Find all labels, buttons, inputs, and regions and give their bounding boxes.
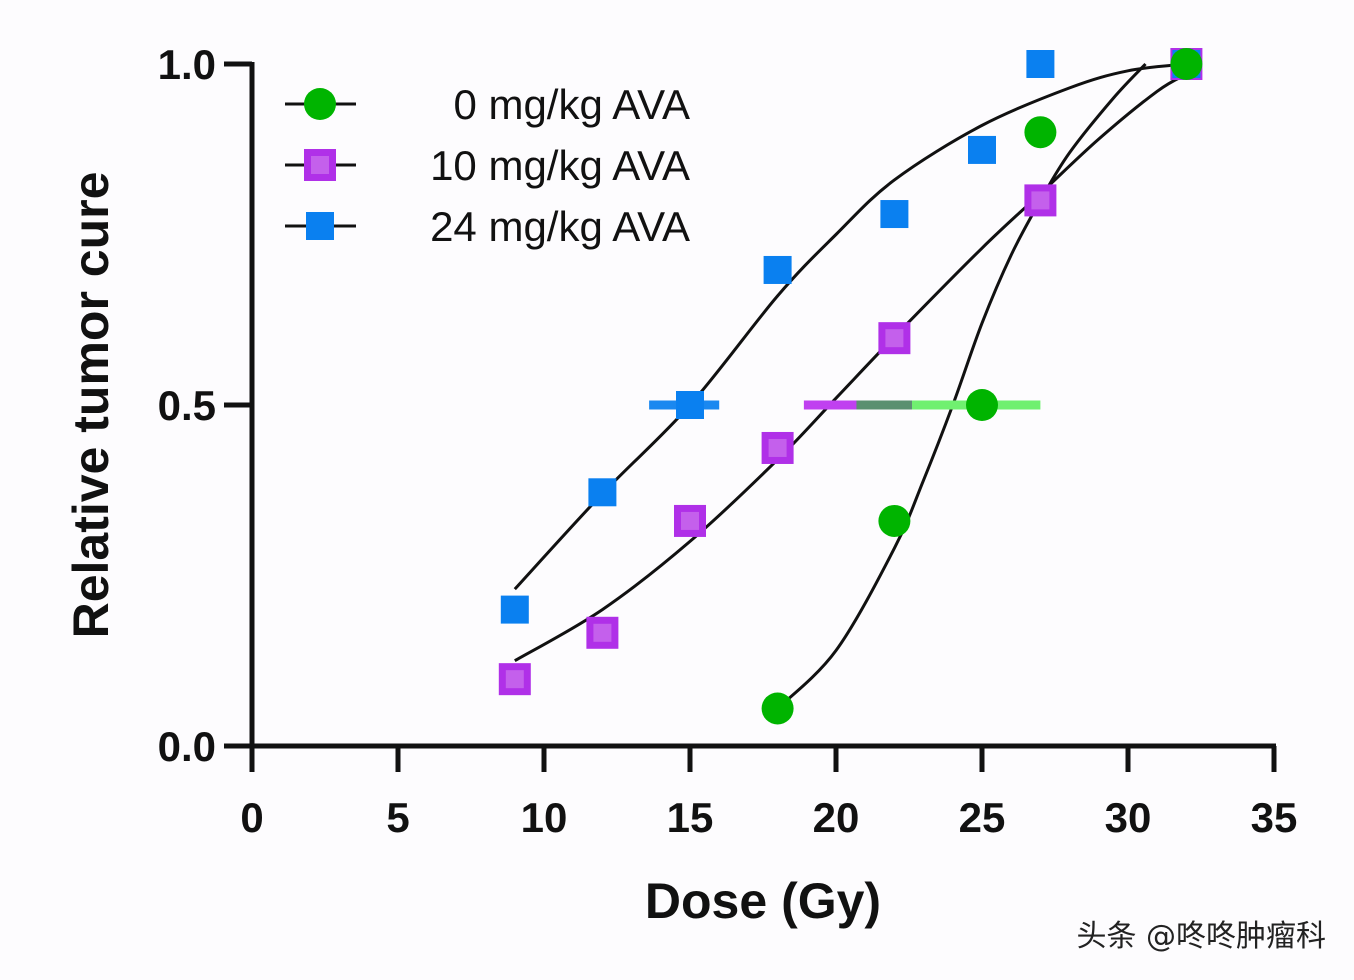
legend-label: 10 mg/kg AVA xyxy=(430,142,690,189)
x-tick-label: 30 xyxy=(1105,794,1152,841)
data-point xyxy=(966,389,998,421)
legend-label: 0 mg/kg AVA xyxy=(453,81,690,128)
data-point-inner xyxy=(593,623,612,642)
data-point xyxy=(1170,48,1203,80)
data-point xyxy=(500,595,529,624)
x-tick-label: 25 xyxy=(959,794,1006,841)
data-point xyxy=(763,255,792,284)
data-point-inner xyxy=(505,670,524,689)
data-point xyxy=(880,200,909,229)
data-point-inner xyxy=(885,329,904,348)
data-point xyxy=(968,135,996,164)
axes: 0 5 10 15 20 25 30 35 0.0 0.5 1.0 xyxy=(158,41,1298,841)
data-point xyxy=(676,391,704,419)
x-tick-label: 15 xyxy=(667,794,714,841)
data-point xyxy=(1024,116,1057,149)
x-tick-label: 20 xyxy=(813,794,860,841)
legend: 0 mg/kg AVA 10 mg/kg AVA 24 mg/kg AVA xyxy=(285,81,690,250)
x-tick-label: 5 xyxy=(386,794,409,841)
data-point xyxy=(1026,50,1055,78)
y-tick-label: 0.0 xyxy=(158,723,216,770)
data-point xyxy=(304,88,336,120)
data-point xyxy=(761,692,794,725)
data-point xyxy=(878,504,911,537)
data-point-inner xyxy=(768,438,787,457)
fit-curve xyxy=(513,62,1187,591)
y-tick-label: 0.5 xyxy=(158,382,216,429)
x-tick-label: 10 xyxy=(521,794,568,841)
legend-label: 24 mg/kg AVA xyxy=(430,203,690,250)
data-point-inner xyxy=(681,511,699,530)
data-point xyxy=(306,212,334,240)
y-axis-title: Relative tumor cure xyxy=(63,172,119,639)
data-point-inner xyxy=(311,156,329,174)
watermark: 头条 @咚咚肿瘤科 xyxy=(1076,919,1326,954)
x-tick-label: 35 xyxy=(1251,794,1298,841)
y-tick-label: 1.0 xyxy=(158,41,216,88)
x-tick-label: 0 xyxy=(240,794,263,841)
data-point xyxy=(588,478,617,507)
data-points xyxy=(498,48,1203,725)
fit-curve xyxy=(776,62,1147,710)
data-point-inner xyxy=(1031,191,1050,210)
x-axis-title: Dose (Gy) xyxy=(645,873,881,929)
